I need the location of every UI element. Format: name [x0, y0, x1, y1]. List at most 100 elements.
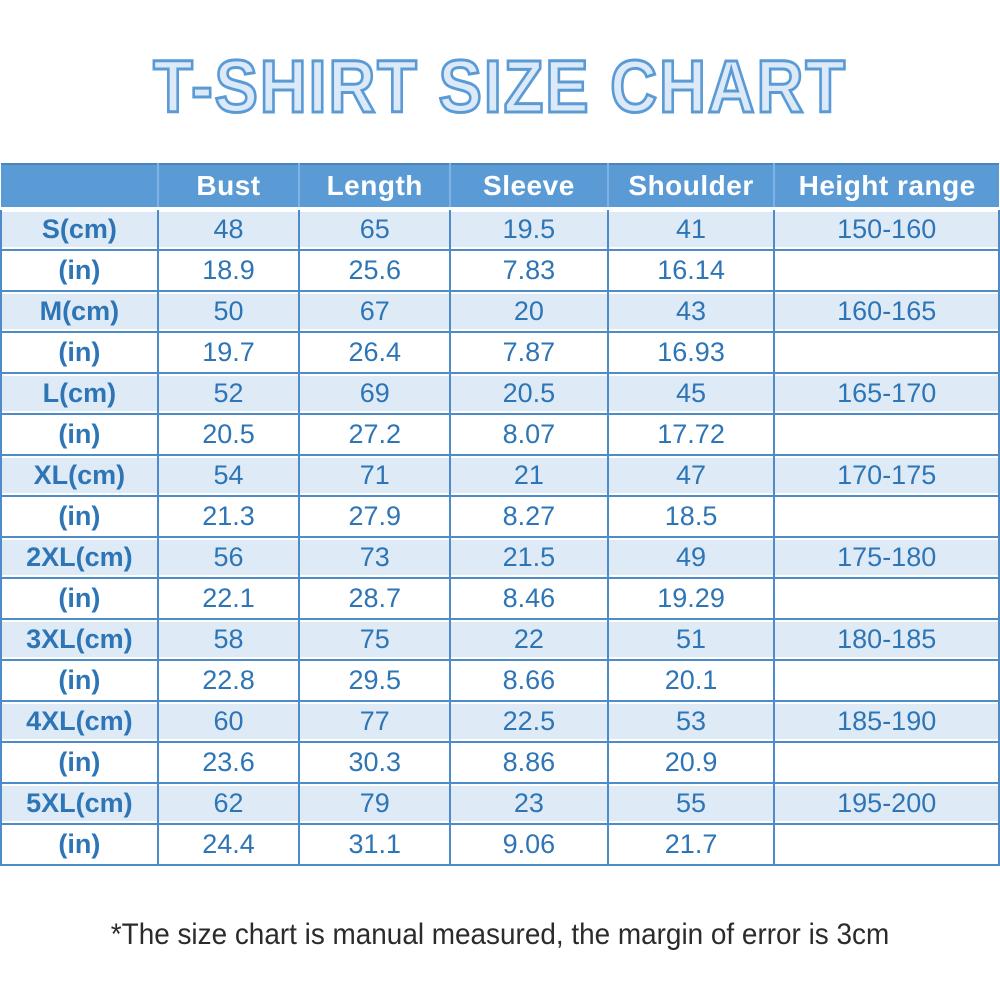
table-cell: 27.2 — [298, 412, 452, 456]
table-cell: 16.14 — [606, 248, 776, 292]
table-cell: 27.9 — [298, 494, 452, 538]
table-cell: 53 — [606, 699, 776, 743]
row-label-cell: L(cm) — [0, 371, 159, 415]
column-header: Height range — [774, 163, 999, 210]
table-cell: 45 — [606, 371, 776, 415]
table-cell: 8.46 — [449, 576, 609, 620]
table-cell: 8.27 — [449, 494, 609, 538]
table-cell: 22 — [449, 617, 609, 661]
table-cell: 21.7 — [606, 822, 776, 866]
table-cell — [773, 412, 1000, 456]
row-label-cell: (in) — [0, 822, 159, 866]
table-row: (in) 20.5 27.2 8.07 17.72 — [0, 412, 1000, 456]
table-cell: 8.86 — [449, 740, 609, 784]
size-table: Bust Length Sleeve Shoulder Height range S(c… — [0, 163, 1000, 866]
table-cell: 23 — [449, 781, 609, 825]
table-row: 4XL(cm) 60 77 22.5 53 185-190 — [0, 699, 1000, 743]
footnote: *The size chart is manual measured, the … — [110, 918, 890, 951]
table-cell — [773, 330, 1000, 374]
table-row: S(cm) 48 65 19.5 41 150-160 — [0, 207, 1000, 251]
table-cell: 26.4 — [298, 330, 452, 374]
table-cell: 20.9 — [606, 740, 776, 784]
table-cell: 41 — [606, 207, 776, 251]
table-cell: 24.4 — [156, 822, 301, 866]
table-cell: 160-165 — [773, 289, 1000, 333]
table-cell: 55 — [606, 781, 776, 825]
table-cell: 65 — [298, 207, 452, 251]
table-cell: 180-185 — [773, 617, 1000, 661]
page-title: T-SHIRT SIZE CHART — [152, 45, 847, 128]
table-header-row: Bust Length Sleeve Shoulder Height range — [1, 163, 999, 210]
table-row: (in) 22.8 29.5 8.66 20.1 — [0, 658, 1000, 702]
table-cell: 18.9 — [156, 248, 301, 292]
table-cell: 20 — [449, 289, 609, 333]
table-cell: 60 — [156, 699, 301, 743]
table-cell: 20.1 — [606, 658, 776, 702]
table-cell: 19.5 — [449, 207, 609, 251]
table-cell: 195-200 — [773, 781, 1000, 825]
table-row: (in) 21.3 27.9 8.27 18.5 — [0, 494, 1000, 538]
table-cell: 22.1 — [156, 576, 301, 620]
table-cell: 71 — [298, 453, 452, 497]
row-label-cell: (in) — [0, 576, 159, 620]
column-header: Bust — [157, 163, 301, 210]
column-header — [1, 163, 159, 210]
table-cell — [773, 248, 1000, 292]
row-label-cell: (in) — [0, 658, 159, 702]
table-cell: 21.3 — [156, 494, 301, 538]
table-cell: 20.5 — [156, 412, 301, 456]
row-label-cell: 5XL(cm) — [0, 781, 159, 825]
column-header: Shoulder — [607, 163, 776, 210]
table-cell — [773, 658, 1000, 702]
table-cell: 22.8 — [156, 658, 301, 702]
table-cell: 67 — [298, 289, 452, 333]
table-row: 5XL(cm) 62 79 23 55 195-200 — [0, 781, 1000, 825]
column-header: Sleeve — [450, 163, 609, 210]
table-cell: 73 — [298, 535, 452, 579]
table-cell: 18.5 — [606, 494, 776, 538]
row-label-cell: (in) — [0, 494, 159, 538]
table-cell: 25.6 — [298, 248, 452, 292]
table-cell: 165-170 — [773, 371, 1000, 415]
table-cell: 9.06 — [449, 822, 609, 866]
table-cell: 19.29 — [606, 576, 776, 620]
table-cell: 28.7 — [298, 576, 452, 620]
table-cell: 62 — [156, 781, 301, 825]
table-cell: 7.87 — [449, 330, 609, 374]
table-cell: 69 — [298, 371, 452, 415]
table-cell: 150-160 — [773, 207, 1000, 251]
table-cell: 8.07 — [449, 412, 609, 456]
table-cell: 175-180 — [773, 535, 1000, 579]
table-cell: 43 — [606, 289, 776, 333]
table-cell: 19.7 — [156, 330, 301, 374]
table-cell: 79 — [298, 781, 452, 825]
table-cell: 7.83 — [449, 248, 609, 292]
table-cell — [773, 494, 1000, 538]
row-label-cell: (in) — [0, 412, 159, 456]
table-cell: 30.3 — [298, 740, 452, 784]
table-cell: 8.66 — [449, 658, 609, 702]
table-cell: 29.5 — [298, 658, 452, 702]
table-cell: 56 — [156, 535, 301, 579]
row-label-cell: XL(cm) — [0, 453, 159, 497]
table-row: 3XL(cm) 58 75 22 51 180-185 — [0, 617, 1000, 661]
row-label-cell: (in) — [0, 248, 159, 292]
table-cell: 17.72 — [606, 412, 776, 456]
table-cell: 49 — [606, 535, 776, 579]
table-cell: 51 — [606, 617, 776, 661]
table-row: (in) 18.9 25.6 7.83 16.14 — [0, 248, 1000, 292]
table-cell — [773, 576, 1000, 620]
table-row: M(cm) 50 67 20 43 160-165 — [0, 289, 1000, 333]
table-cell: 58 — [156, 617, 301, 661]
row-label-cell: (in) — [0, 330, 159, 374]
table-cell — [773, 740, 1000, 784]
table-cell: 75 — [298, 617, 452, 661]
row-label-cell: 4XL(cm) — [0, 699, 159, 743]
table-cell: 31.1 — [298, 822, 452, 866]
row-label-cell: 2XL(cm) — [0, 535, 159, 579]
table-cell — [773, 822, 1000, 866]
table-cell: 48 — [156, 207, 301, 251]
table-row: (in) 22.1 28.7 8.46 19.29 — [0, 576, 1000, 620]
table-cell: 23.6 — [156, 740, 301, 784]
